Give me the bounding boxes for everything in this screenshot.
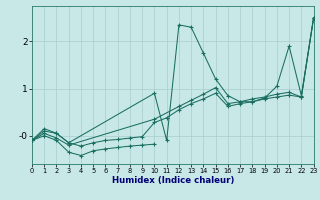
X-axis label: Humidex (Indice chaleur): Humidex (Indice chaleur) (112, 176, 234, 185)
